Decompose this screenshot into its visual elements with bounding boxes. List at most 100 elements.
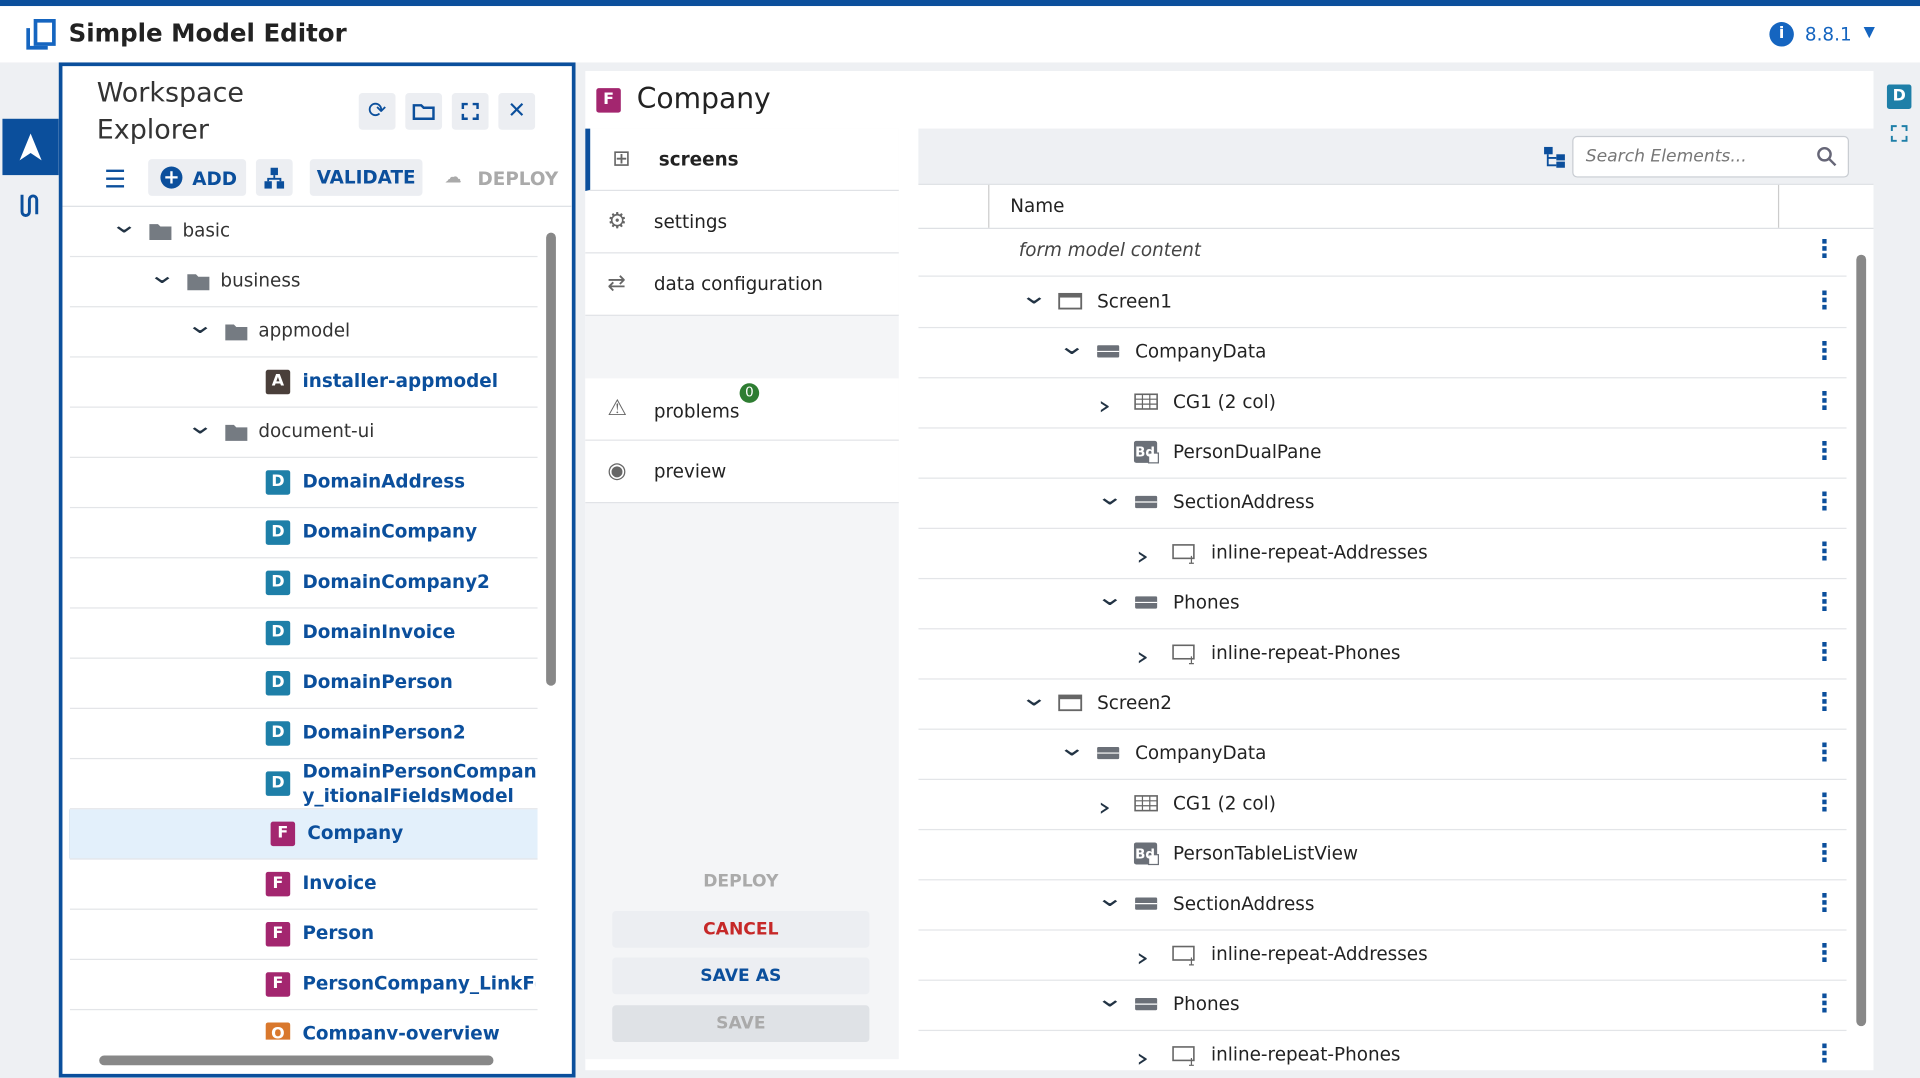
rail-flow[interactable] — [15, 190, 44, 219]
validate-button[interactable]: VALIDATE — [309, 159, 423, 196]
tree-row[interactable]: ⌄ appmodel — [69, 307, 538, 358]
tree-row[interactable]: D DomainAddress — [69, 458, 538, 509]
add-button[interactable]: + ADD — [148, 159, 247, 196]
refresh[interactable]: ⟳ — [358, 93, 396, 130]
row-menu[interactable]: ⋮ — [1812, 988, 1837, 1018]
deploy-button[interactable]: DEPLOY — [477, 167, 559, 190]
row-menu[interactable]: ⋮ — [1812, 586, 1837, 616]
folder[interactable] — [405, 93, 443, 130]
row-menu[interactable]: ⋮ — [1812, 837, 1837, 867]
tab[interactable]: ⇄ data configuration — [585, 253, 899, 316]
row-toggle[interactable]: ⌄ — [1095, 882, 1125, 913]
row-menu[interactable]: ⋮ — [1812, 686, 1837, 717]
tree-row[interactable]: O Company-overview — [70, 1010, 538, 1040]
tree-row[interactable]: D DomainCompany2 — [69, 558, 538, 609]
v-thumb[interactable] — [546, 232, 556, 686]
maximize[interactable] — [451, 93, 489, 130]
tree-row[interactable]: › inline-repeat-Phones ⋮ — [918, 1031, 1846, 1070]
side-expand[interactable] — [1889, 124, 1909, 144]
side-badge[interactable]: D — [1886, 84, 1912, 109]
save-button[interactable]: SAVE — [612, 1005, 870, 1043]
tree-row[interactable]: F Invoice — [69, 860, 538, 910]
tree-row[interactable]: Bd PersonTableListView ⋮ — [918, 830, 1847, 881]
tree-row[interactable]: D DomainPerson2 — [69, 709, 538, 760]
tree-row[interactable]: ⌄ document-ui — [69, 408, 538, 458]
row-menu[interactable]: ⋮ — [1812, 787, 1837, 817]
row-toggle[interactable]: ⌄ — [1019, 682, 1049, 712]
save-as-button[interactable]: SAVE AS — [612, 957, 870, 995]
tree-toggle[interactable]: ⌄ — [109, 209, 139, 239]
tree-row[interactable]: ⌄ Phones ⋮ — [918, 579, 1847, 630]
row-menu[interactable]: ⋮ — [1812, 1038, 1837, 1068]
tree-row[interactable]: ⌄ SectionAddress ⋮ — [918, 880, 1847, 931]
row-menu[interactable]: ⋮ — [1812, 335, 1837, 365]
tab[interactable]: ⚠ problems 0 — [585, 378, 899, 441]
row-menu[interactable]: ⋮ — [1812, 636, 1837, 667]
tree-row[interactable]: ⌄ business — [69, 257, 538, 308]
tree-row[interactable]: F PersonCompany_LinkFor — [69, 960, 538, 1011]
info-icon[interactable]: i — [1769, 22, 1794, 47]
row-menu[interactable]: ⋮ — [1812, 486, 1837, 516]
tree-row[interactable]: D DomainInvoice — [69, 609, 538, 659]
row-toggle[interactable]: › — [1135, 541, 1150, 571]
tree-row[interactable]: › inline-repeat-Phones ⋮ — [918, 629, 1847, 680]
tree-row[interactable]: › inline-repeat-Addresses ⋮ — [918, 931, 1847, 981]
hierarchy[interactable] — [255, 159, 293, 196]
tree-row[interactable]: D DomainPerson — [69, 659, 538, 709]
row-toggle[interactable]: › — [1135, 1043, 1150, 1071]
tree-row[interactable]: D DomainCompany — [69, 508, 538, 559]
row-toggle[interactable]: ⌄ — [1095, 983, 1125, 1013]
version-caret[interactable]: ▼ — [1863, 23, 1875, 41]
row-toggle[interactable]: ⌄ — [1019, 280, 1049, 310]
row-toggle[interactable]: › — [1135, 942, 1150, 973]
row-menu[interactable]: ⋮ — [1812, 887, 1837, 918]
row-toggle[interactable]: ⌄ — [1095, 581, 1125, 612]
tree-row[interactable]: ⌄ basic — [69, 207, 538, 258]
tree-toggle[interactable]: ⌄ — [185, 309, 215, 340]
tree-row[interactable]: ⌄ Screen2 ⋮ — [918, 680, 1847, 730]
rail-explorer[interactable] — [2, 118, 59, 176]
tree-row[interactable]: ⌄ CompanyData ⋮ — [918, 328, 1847, 379]
row-toggle[interactable]: ⌄ — [1095, 481, 1125, 511]
tree-toggle[interactable] — [1543, 144, 1567, 168]
tab[interactable]: ⚙ settings — [585, 191, 899, 254]
row-menu[interactable]: ⋮ — [1812, 285, 1837, 315]
logo — [26, 18, 56, 50]
tree-row[interactable]: ⌄ CompanyData ⋮ — [918, 730, 1847, 781]
tab[interactable]: ◉ preview — [585, 440, 899, 504]
tree-row[interactable]: ⌄ Phones ⋮ — [918, 981, 1847, 1032]
version[interactable]: 8.8.1 — [1804, 23, 1852, 46]
row-toggle[interactable]: › — [1097, 390, 1112, 421]
tree-toggle[interactable]: ⌄ — [147, 259, 177, 289]
row-toggle[interactable]: › — [1097, 792, 1112, 822]
h-thumb[interactable] — [99, 1055, 494, 1066]
row-menu[interactable]: ⋮ — [1812, 435, 1837, 466]
cancel-button[interactable]: CANCEL — [612, 911, 870, 948]
close[interactable]: ✕ — [498, 93, 536, 130]
deploy-button[interactable]: DEPLOY — [703, 871, 779, 892]
tab[interactable]: ⊞ screens — [585, 128, 899, 192]
tree-row[interactable]: Bd PersonDualPane ⋮ — [918, 429, 1847, 479]
row-menu[interactable]: ⋮ — [1812, 737, 1837, 767]
row-toggle[interactable]: › — [1135, 641, 1150, 672]
tree-row[interactable]: F Company — [69, 809, 538, 860]
row-menu[interactable]: ⋮ — [1812, 385, 1837, 416]
row-menu[interactable]: ⋮ — [1812, 233, 1837, 264]
row-menu[interactable]: ⋮ — [1812, 536, 1837, 566]
row-toggle[interactable]: ⌄ — [1057, 732, 1087, 762]
row-toggle[interactable]: ⌄ — [1057, 330, 1087, 361]
tree-toggle[interactable]: ⌄ — [185, 410, 215, 440]
row-menu[interactable]: ⋮ — [1812, 937, 1837, 968]
tree-row[interactable]: F Person — [69, 910, 538, 961]
content-thumb[interactable] — [1856, 254, 1867, 1027]
tree-row[interactable]: D DomainPersonCompany_itionalFieldsModel — [69, 759, 538, 810]
tree-row[interactable]: › CG1 (2 col) ⋮ — [918, 378, 1847, 429]
tree-row[interactable]: ⌄ Screen1 ⋮ — [918, 278, 1847, 329]
tree-row[interactable]: ⌄ SectionAddress ⋮ — [918, 479, 1847, 529]
tree-row[interactable]: form model content ⋮ — [918, 227, 1847, 277]
search[interactable]: Search Elements... — [1572, 135, 1849, 178]
menu[interactable]: ☰ — [104, 164, 127, 194]
tree-row[interactable]: › inline-repeat-Addresses ⋮ — [918, 529, 1847, 580]
tree-row[interactable]: › CG1 (2 col) ⋮ — [918, 780, 1847, 831]
